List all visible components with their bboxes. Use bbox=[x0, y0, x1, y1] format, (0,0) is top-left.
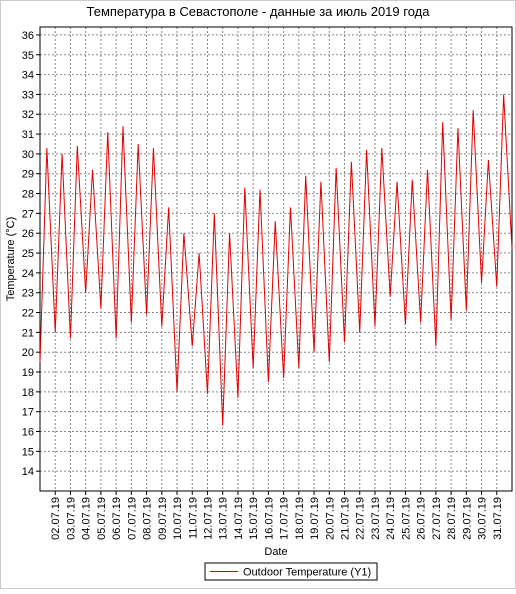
y-tick-label: 19 bbox=[22, 367, 34, 379]
y-tick-label: 17 bbox=[22, 407, 34, 419]
x-tick-label: 30.07.19 bbox=[477, 497, 489, 540]
x-tick-label: 21.07.19 bbox=[340, 497, 352, 540]
chart-title: Температура в Севастополе - данные за ию… bbox=[87, 4, 431, 19]
y-tick-label: 30 bbox=[22, 149, 34, 161]
y-tick-label: 29 bbox=[22, 169, 34, 181]
y-tick-label: 35 bbox=[22, 50, 34, 62]
y-tick-label: 24 bbox=[22, 268, 34, 280]
x-tick-label: 04.07.19 bbox=[81, 497, 93, 540]
x-tick-label: 31.07.19 bbox=[492, 497, 504, 540]
legend-label: Outdoor Temperature (Y1) bbox=[243, 567, 371, 579]
x-tick-label: 23.07.19 bbox=[370, 497, 382, 540]
y-tick-label: 27 bbox=[22, 208, 34, 220]
x-tick-label: 07.07.19 bbox=[126, 497, 138, 540]
x-tick-label: 12.07.19 bbox=[202, 497, 214, 540]
plot-area bbox=[40, 27, 512, 491]
x-tick-label: 22.07.19 bbox=[355, 497, 367, 540]
x-tick-label: 24.07.19 bbox=[385, 497, 397, 540]
y-axis-label: Temperature (°C) bbox=[5, 217, 17, 301]
y-tick-label: 36 bbox=[22, 30, 34, 42]
x-tick-label: 09.07.19 bbox=[157, 497, 169, 540]
x-tick-label: 08.07.19 bbox=[142, 497, 154, 540]
y-tick-label: 34 bbox=[22, 70, 34, 82]
y-tick-label: 20 bbox=[22, 347, 34, 359]
x-tick-label: 02.07.19 bbox=[50, 497, 62, 540]
x-tick-label: 29.07.19 bbox=[461, 497, 473, 540]
y-tick-label: 28 bbox=[22, 189, 34, 201]
y-tick-label: 25 bbox=[22, 248, 34, 260]
x-tick-label: 25.07.19 bbox=[400, 497, 412, 540]
x-tick-label: 15.07.19 bbox=[248, 497, 260, 540]
x-tick-label: 13.07.19 bbox=[218, 497, 230, 540]
x-tick-label: 19.07.19 bbox=[309, 497, 321, 540]
y-tick-label: 21 bbox=[22, 327, 34, 339]
x-tick-label: 27.07.19 bbox=[431, 497, 443, 540]
x-tick-label: 20.07.19 bbox=[324, 497, 336, 540]
data-line bbox=[39, 94, 513, 426]
x-tick-label: 16.07.19 bbox=[263, 497, 275, 540]
x-tick-label: 10.07.19 bbox=[172, 497, 184, 540]
x-tick-label: 03.07.19 bbox=[65, 497, 77, 540]
y-tick-label: 18 bbox=[22, 387, 34, 399]
x-tick-label: 11.07.19 bbox=[187, 497, 199, 539]
x-tick-label: 06.07.19 bbox=[111, 497, 123, 540]
legend: Outdoor Temperature (Y1) bbox=[204, 562, 378, 581]
x-axis-label: Date bbox=[264, 546, 287, 558]
x-tick-label: 18.07.19 bbox=[294, 497, 306, 540]
y-tick-label: 23 bbox=[22, 288, 34, 300]
y-tick-label: 31 bbox=[22, 129, 34, 141]
y-tick-label: 32 bbox=[22, 109, 34, 121]
x-tick-label: 14.07.19 bbox=[233, 497, 245, 540]
x-tick-label: 26.07.19 bbox=[416, 497, 428, 540]
x-tick-label: 17.07.19 bbox=[279, 497, 291, 540]
legend-box bbox=[204, 562, 378, 581]
x-tick-label: 28.07.19 bbox=[446, 497, 458, 540]
y-tick-label: 26 bbox=[22, 228, 34, 240]
y-tick-label: 14 bbox=[22, 466, 34, 478]
y-tick-label: 15 bbox=[22, 446, 34, 458]
y-tick-label: 22 bbox=[22, 308, 34, 320]
x-tick-label: 05.07.19 bbox=[96, 497, 108, 540]
y-tick-label: 33 bbox=[22, 89, 34, 101]
plot-border bbox=[39, 26, 513, 492]
y-tick-label: 16 bbox=[22, 427, 34, 439]
